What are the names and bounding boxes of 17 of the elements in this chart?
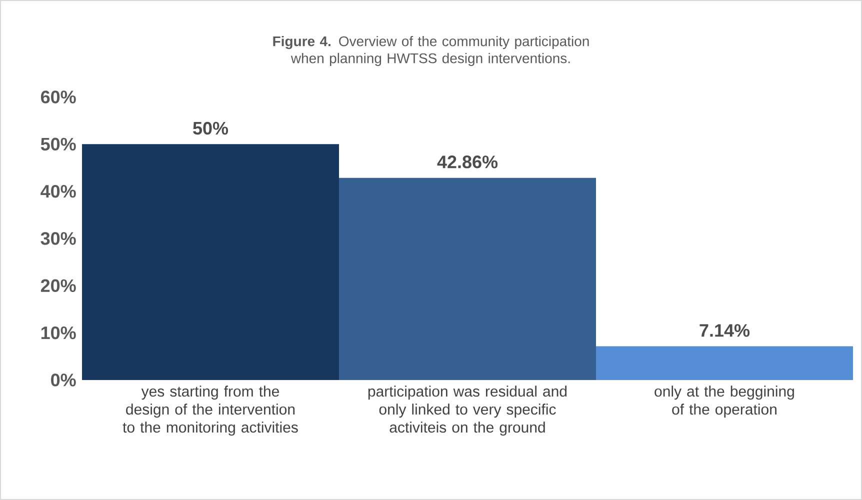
y-tick-label: 10% xyxy=(41,326,76,340)
y-tick-label: 60% xyxy=(40,90,76,104)
bar xyxy=(82,144,340,380)
x-tick-label: only at the beggining of the operation xyxy=(654,386,794,418)
x-tick-label: yes starting from the design of the intervention to the monitoring activities xyxy=(122,386,298,436)
data-label: 7.14% xyxy=(700,324,750,337)
y-tick-label: 40% xyxy=(40,184,76,198)
bar xyxy=(339,178,596,380)
y-tick-label: 30% xyxy=(40,232,76,245)
y-tick-label: 50% xyxy=(40,138,76,151)
data-label: 42.86% xyxy=(437,156,498,168)
x-tick-label: participation was residual and only linked to very specific activiteis on the ground xyxy=(368,386,567,436)
y-tick-label: 0% xyxy=(51,374,76,386)
bar xyxy=(596,346,853,380)
data-label: 50% xyxy=(193,122,228,135)
chart-title: Figure 4. Overview of the community participation when planning HWTSS design interventions. xyxy=(273,36,589,66)
y-tick-label: 20% xyxy=(40,279,76,292)
